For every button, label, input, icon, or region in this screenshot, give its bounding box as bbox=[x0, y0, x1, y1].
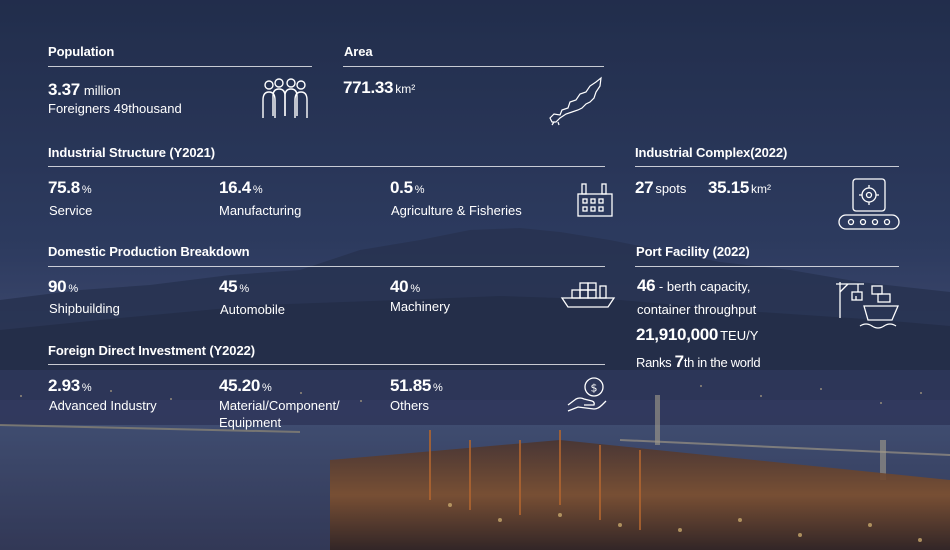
production-value: 45 bbox=[219, 277, 238, 296]
area-title: Area bbox=[344, 44, 373, 59]
structure-unit: % bbox=[252, 184, 263, 196]
port-rank-post: th in the world bbox=[683, 355, 761, 370]
production-label: Automobile bbox=[220, 302, 286, 317]
fdi-label: Material/Component/ bbox=[219, 398, 340, 413]
production-value: 40 bbox=[390, 277, 409, 296]
population-unit: million bbox=[83, 83, 121, 98]
complex-spots-unit: spots bbox=[655, 181, 687, 196]
industrial-structure-title: Industrial Structure (Y2021) bbox=[48, 145, 215, 160]
port-throughput-label: container throughput bbox=[637, 302, 757, 317]
port-teu-unit: TEU/Y bbox=[720, 328, 759, 343]
port-berth-value: 46 bbox=[637, 276, 656, 295]
structure-label: Service bbox=[49, 203, 93, 218]
production-value: 90 bbox=[48, 277, 67, 296]
domestic-production-divider bbox=[48, 266, 605, 267]
people-icon bbox=[259, 78, 311, 120]
complex-spots-row: 27 spots bbox=[635, 178, 686, 198]
population-title: Population bbox=[48, 44, 115, 59]
structure-label: Manufacturing bbox=[219, 203, 302, 218]
port-facility-title: Port Facility (2022) bbox=[636, 244, 750, 259]
fdi-unit: % bbox=[433, 382, 443, 394]
factory-building-icon bbox=[576, 180, 616, 218]
industrial-complex-title: Industrial Complex(2022) bbox=[635, 145, 788, 160]
population-value: 3.37 bbox=[48, 80, 80, 99]
industrial-structure-divider bbox=[48, 166, 605, 167]
port-berth-row: 46 - berth capacity, bbox=[637, 276, 750, 296]
crane-ship-icon bbox=[834, 278, 902, 332]
fdi-value: 51.85 bbox=[390, 376, 432, 395]
structure-item-service: 75.8% bbox=[48, 178, 92, 198]
structure-value: 0.5 bbox=[390, 178, 413, 197]
structure-unit: % bbox=[81, 184, 92, 196]
fdi-item-advanced: 2.93% bbox=[48, 376, 92, 396]
structure-label: Agriculture & Fisheries bbox=[391, 203, 522, 218]
structure-item-agriculture: 0.5% bbox=[390, 178, 425, 198]
production-item-shipbuilding: 90% bbox=[48, 277, 78, 297]
production-unit: % bbox=[239, 283, 250, 295]
structure-value: 16.4 bbox=[219, 178, 251, 197]
production-label: Machinery bbox=[390, 299, 450, 314]
complex-area-value: 35.15 bbox=[708, 178, 750, 197]
fdi-label-line2: Equipment bbox=[219, 415, 282, 430]
complex-spots-value: 27 bbox=[635, 178, 654, 197]
area-divider bbox=[343, 66, 604, 67]
production-unit: % bbox=[68, 283, 79, 295]
fdi-title: Foreign Direct Investment (Y2022) bbox=[48, 343, 255, 358]
population-divider bbox=[48, 66, 312, 67]
hand-money-icon: $ bbox=[566, 375, 608, 417]
complex-area-row: 35.15 km² bbox=[708, 178, 771, 198]
structure-unit: % bbox=[414, 184, 425, 196]
structure-value: 75.8 bbox=[48, 178, 80, 197]
port-rank-value: 7 bbox=[674, 352, 684, 371]
port-teu-value: 21,910,000 bbox=[636, 325, 719, 344]
industrial-complex-divider bbox=[635, 166, 899, 167]
fdi-divider bbox=[48, 364, 605, 365]
fdi-unit: % bbox=[81, 382, 92, 394]
fdi-item-material: 45.20% bbox=[219, 376, 272, 396]
production-item-machinery: 40% bbox=[390, 277, 420, 297]
conveyor-gear-icon bbox=[837, 177, 901, 231]
fdi-value: 2.93 bbox=[48, 376, 80, 395]
container-ship-icon bbox=[560, 280, 616, 310]
complex-area-unit: km² bbox=[751, 182, 772, 196]
fdi-item-others: 51.85% bbox=[390, 376, 443, 396]
area-value-row: 771.33 km² bbox=[343, 78, 415, 98]
population-value-row: 3.37 million bbox=[48, 80, 121, 100]
production-unit: % bbox=[410, 283, 421, 295]
port-facility-divider bbox=[635, 266, 899, 267]
structure-item-manufacturing: 16.4% bbox=[219, 178, 263, 198]
map-outline-icon bbox=[546, 74, 604, 126]
fdi-label: Advanced Industry bbox=[49, 398, 157, 413]
fdi-unit: % bbox=[262, 382, 272, 394]
fdi-label: Others bbox=[390, 398, 430, 413]
port-rank-row: Ranks 7th in the world bbox=[636, 352, 761, 372]
fdi-value: 45.20 bbox=[219, 376, 261, 395]
port-rank-pre: Ranks bbox=[636, 355, 675, 370]
domestic-production-title: Domestic Production Breakdown bbox=[48, 244, 250, 259]
svg-text:$: $ bbox=[591, 382, 598, 395]
production-label: Shipbuilding bbox=[49, 301, 120, 316]
production-item-automobile: 45% bbox=[219, 277, 249, 297]
port-teu-row: 21,910,000 TEU/Y bbox=[636, 325, 758, 345]
foreigners-label: Foreigners 49thousand bbox=[48, 101, 182, 116]
port-berth-text: - berth capacity, bbox=[655, 279, 751, 294]
area-value: 771.33 bbox=[343, 78, 394, 97]
area-unit: km² bbox=[395, 82, 416, 96]
